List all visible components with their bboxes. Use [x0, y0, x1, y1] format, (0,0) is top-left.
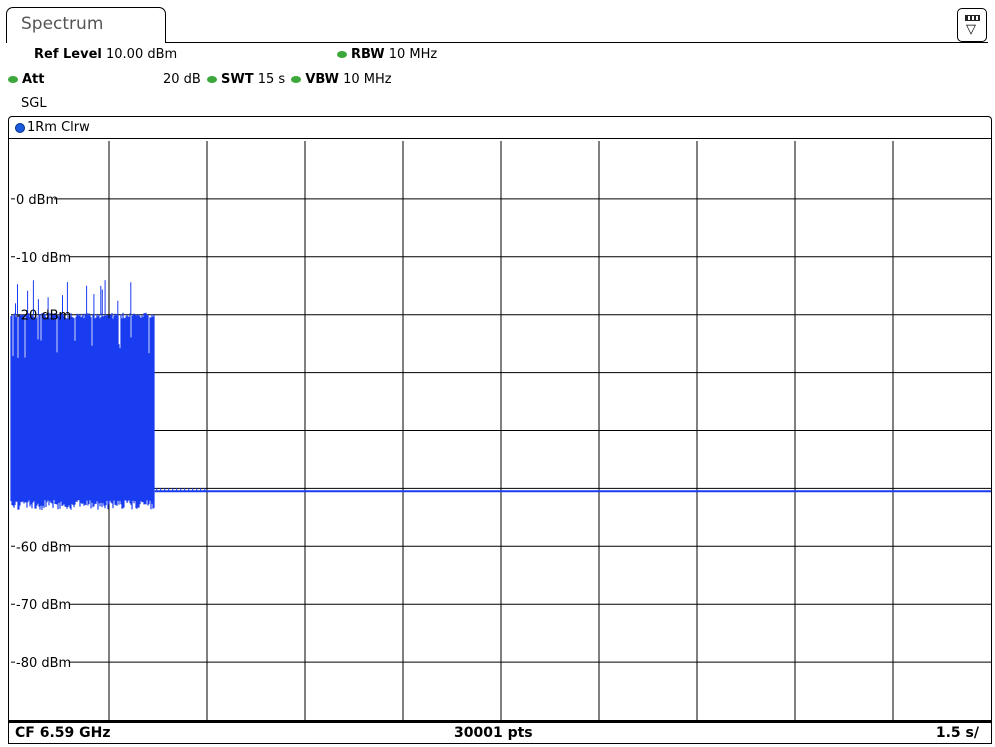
- center-frequency: CF 6.59 GHz: [15, 725, 111, 741]
- time-per-division: 1.5 s/: [935, 725, 979, 741]
- rbw-setting: RBW 10 MHz: [337, 47, 437, 62]
- y-tick-label-bg: [15, 654, 69, 670]
- trace-indicator-icon: [15, 123, 25, 133]
- y-tick-label: -10 dBm: [16, 251, 71, 266]
- ref-level-label: Ref Level: [34, 47, 102, 62]
- rbw-value: 10 MHz: [388, 47, 438, 62]
- att-coupled-icon: [8, 76, 18, 83]
- trace-label: 1Rm Clrw: [27, 120, 90, 135]
- sweep-mode: SGL: [21, 96, 47, 111]
- toolbar-icon: [965, 15, 980, 21]
- att-setting: Att: [8, 72, 45, 87]
- y-tick-label: -60 dBm: [16, 540, 71, 555]
- status-footer: CF 6.59 GHz 30001 pts 1.5 s/: [8, 721, 992, 744]
- y-tick-label-bg: [15, 538, 69, 554]
- spectrum-plot-area[interactable]: [8, 138, 992, 721]
- y-tick-label: -20 dBm: [16, 309, 71, 324]
- swt-value: 15 s: [257, 72, 286, 87]
- vbw-value: 10 MHz: [343, 72, 392, 87]
- y-tick-label: -80 dBm: [16, 656, 71, 671]
- att-value: 20 dB: [163, 72, 201, 87]
- spectrum-tab-label: Spectrum: [21, 14, 104, 34]
- sweep-points: 30001 pts: [454, 725, 533, 741]
- vbw-coupled-icon: [291, 76, 302, 83]
- att-value-group: 20 dB SWT 15 s VBW 10 MHz: [163, 72, 392, 87]
- y-tick-label-bg: [15, 190, 54, 206]
- spectrum-tab[interactable]: Spectrum: [6, 7, 166, 43]
- swt-label: SWT: [221, 72, 254, 87]
- ref-level-value: 10.00 dBm: [106, 47, 178, 62]
- trace-spikes: [15, 280, 132, 315]
- trace-header: 1Rm Clrw: [8, 116, 992, 138]
- chevron-down-icon: ▽: [966, 22, 976, 37]
- y-tick-label: -70 dBm: [16, 598, 71, 613]
- ref-level-setting: Ref Level 10.00 dBm: [34, 47, 177, 62]
- rbw-label: RBW: [351, 47, 385, 62]
- trace-noise: [156, 488, 206, 492]
- y-tick-label: 0 dBm: [16, 193, 58, 208]
- vbw-label: VBW: [305, 72, 339, 87]
- y-tick-label-bg: [15, 248, 69, 264]
- display-menu-button[interactable]: ▽: [957, 8, 987, 42]
- y-tick-label-bg: [15, 596, 69, 612]
- trace-burst: [10, 312, 155, 510]
- tab-divider: [166, 42, 988, 43]
- swt-coupled-icon: [207, 76, 217, 83]
- rbw-coupled-icon: [337, 51, 347, 58]
- att-label: Att: [22, 72, 45, 87]
